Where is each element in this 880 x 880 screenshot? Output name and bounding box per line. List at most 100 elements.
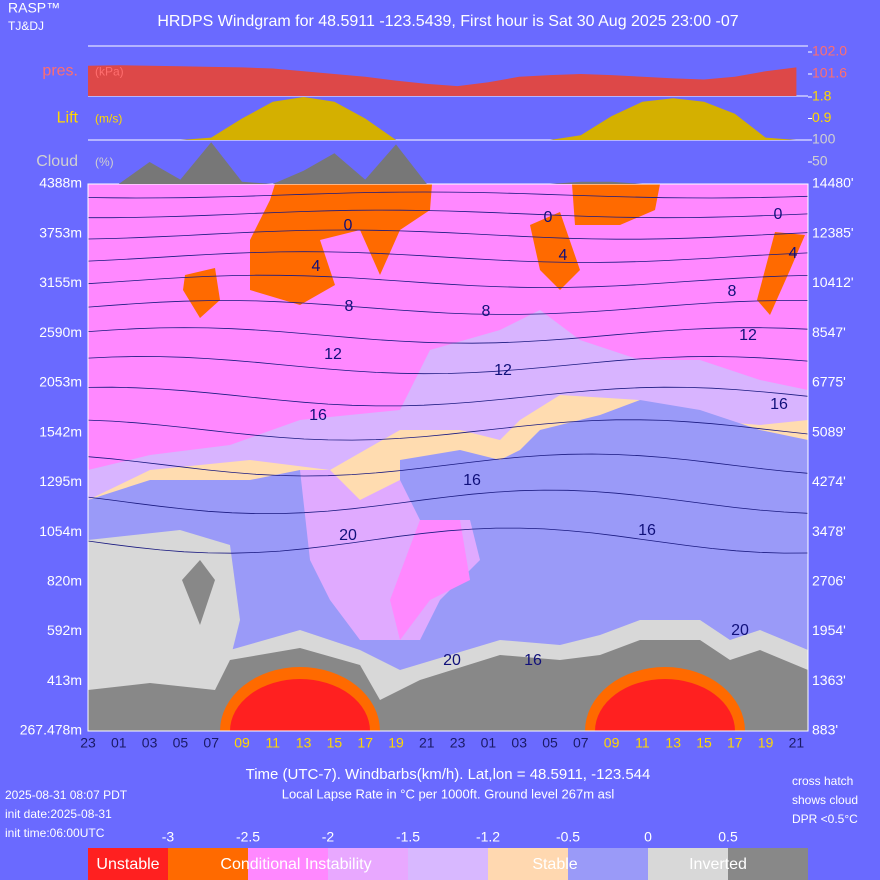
height-label-ft: 4274' <box>812 473 846 489</box>
x-tick-label: 15 <box>696 735 712 751</box>
height-label-m: 1295m <box>39 473 82 489</box>
isotherm <box>88 209 808 219</box>
height-label-m: 4388m <box>39 175 82 191</box>
footer-right: shows cloud <box>792 793 858 807</box>
height-label-ft: 10412' <box>812 274 854 290</box>
height-label-ft: 5089' <box>812 423 846 439</box>
contour-label: 20 <box>339 527 357 544</box>
y-tick-label: 101.6 <box>812 65 847 81</box>
legend-swatch <box>408 848 488 880</box>
legend-swatch <box>488 848 568 880</box>
x-tick-label: 15 <box>327 735 343 751</box>
height-label-m: 2590m <box>39 324 82 340</box>
legend-swatch <box>648 848 728 880</box>
region <box>230 679 370 731</box>
contour-label: 8 <box>728 283 737 300</box>
region <box>390 520 470 640</box>
contour-label: 20 <box>443 652 461 669</box>
contour-label: 8 <box>482 303 491 320</box>
isotherm <box>88 356 808 375</box>
legend-tick: 0.5 <box>718 829 738 845</box>
x-tick-label: 01 <box>111 735 127 751</box>
footer-left: init date:2025-08-31 <box>5 807 112 821</box>
isotherm <box>88 489 808 514</box>
region <box>757 232 805 315</box>
height-label-ft: 6775' <box>812 374 846 390</box>
y-tick-label: 0.9 <box>812 109 832 125</box>
strip-unit: (%) <box>95 155 114 169</box>
height-label-m: 1054m <box>39 523 82 539</box>
isotherm <box>88 191 808 199</box>
height-label-m: 820m <box>47 573 82 589</box>
isotherm <box>88 527 808 554</box>
legend-label: Conditional Instability <box>220 856 371 873</box>
contour-label: 16 <box>524 652 542 669</box>
height-label-m: 267.478m <box>20 722 82 738</box>
x-tick-label: 21 <box>789 735 805 751</box>
footer-right: DPR <0.5°C <box>792 812 858 826</box>
x-tick-label: 19 <box>758 735 774 751</box>
contour-label: 4 <box>312 258 321 275</box>
x-tick-label: 17 <box>357 735 373 751</box>
y-tick-label: 100 <box>812 131 836 147</box>
legend-label: Unstable <box>96 856 159 873</box>
region <box>250 184 432 305</box>
legend-tick: -2.5 <box>236 829 260 845</box>
footer-left: 2025-08-31 08:07 PDT <box>5 788 128 802</box>
isotherm <box>88 419 808 441</box>
height-label-ft: 1954' <box>812 622 846 638</box>
isotherm <box>88 251 808 263</box>
strip-label: Cloud <box>36 153 78 170</box>
x-tick-label: 07 <box>573 735 589 751</box>
strip-label: pres. <box>42 62 78 79</box>
strip-unit: (kPa) <box>95 64 124 78</box>
x-tick-label: 13 <box>665 735 681 751</box>
x-tick-label: 19 <box>388 735 404 751</box>
area <box>88 65 797 96</box>
legend-swatch <box>728 848 808 880</box>
y-tick-label: 1.8 <box>812 88 832 104</box>
legend-tick: -3 <box>162 829 175 845</box>
x-axis-title: Time (UTC-7). Windbarbs(km/h). Lat,lon =… <box>246 766 651 783</box>
region <box>182 560 215 625</box>
contour-label: 12 <box>739 327 757 344</box>
x-tick-label: 17 <box>727 735 743 751</box>
height-label-ft: 12385' <box>812 224 854 240</box>
x-tick-label: 09 <box>234 735 250 751</box>
isotherm <box>88 300 808 315</box>
contour-lines <box>88 191 808 554</box>
isotherm <box>88 453 808 477</box>
height-label-ft: 3478' <box>812 523 846 539</box>
region <box>595 679 735 731</box>
y-tick-label: 102.0 <box>812 43 847 59</box>
legend-tick: -1.5 <box>396 829 420 845</box>
legend-label: Inverted <box>689 856 747 873</box>
region <box>88 530 240 700</box>
area <box>88 97 797 140</box>
contour-label: 16 <box>309 407 327 424</box>
height-label-ft: 8547' <box>812 324 846 340</box>
contour-label: 12 <box>324 346 342 363</box>
x-tick-label: 01 <box>481 735 497 751</box>
legend-swatch <box>88 848 168 880</box>
height-label-ft: 14480' <box>812 175 854 191</box>
footer-left: init time:06:00UTC <box>5 826 105 840</box>
legend-label: Stable <box>532 856 577 873</box>
legend-tick: -1.2 <box>476 829 500 845</box>
height-label-m: 592m <box>47 622 82 638</box>
contour-label: 8 <box>345 298 354 315</box>
isotherm <box>88 229 808 240</box>
legend-tick: -0.5 <box>556 829 580 845</box>
contour-label: 16 <box>463 472 481 489</box>
authors: TJ&DJ <box>8 19 44 33</box>
contour-label: 16 <box>638 522 656 539</box>
x-tick-label: 11 <box>266 735 281 751</box>
legend-swatch <box>328 848 408 880</box>
height-label-ft: 883' <box>812 722 838 738</box>
height-label-m: 2053m <box>39 374 82 390</box>
height-label-m: 1542m <box>39 423 82 439</box>
contour-label: 20 <box>731 622 749 639</box>
footer-right: cross hatch <box>792 774 853 788</box>
legend-swatch <box>168 848 248 880</box>
